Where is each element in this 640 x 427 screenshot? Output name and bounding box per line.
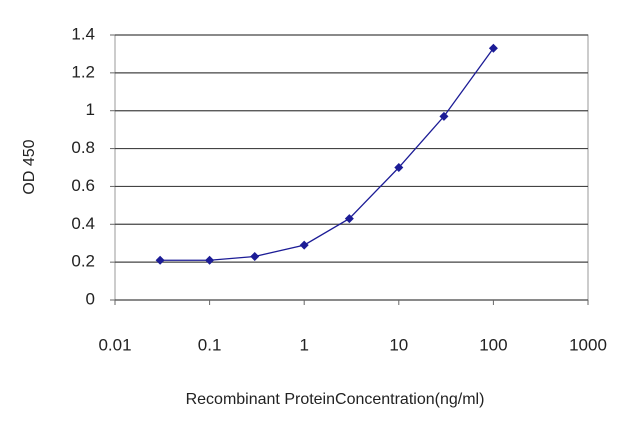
y-tick-label: 0.8 bbox=[71, 138, 95, 157]
data-point bbox=[488, 43, 498, 53]
y-tick-label: 1.2 bbox=[71, 62, 95, 81]
y-tick-label: 1 bbox=[86, 100, 95, 119]
y-tick-label: 0.2 bbox=[71, 252, 95, 271]
y-tick-label: 0 bbox=[86, 289, 95, 308]
x-tick-label: 1000 bbox=[569, 335, 607, 354]
y-axis-title: OD 450 bbox=[21, 139, 38, 194]
data-point bbox=[299, 240, 309, 250]
y-tick-label: 0.6 bbox=[71, 176, 95, 195]
data-point bbox=[394, 163, 404, 172]
data-point bbox=[250, 251, 260, 261]
data-point bbox=[439, 111, 449, 121]
x-tick-label: 1 bbox=[299, 335, 308, 354]
series-line bbox=[160, 47, 494, 261]
x-tick-label: 0.01 bbox=[98, 335, 131, 354]
x-tick-label: 0.1 bbox=[198, 335, 222, 354]
x-tick-label: 10 bbox=[389, 335, 408, 354]
y-tick-label: 1.4 bbox=[71, 24, 95, 43]
data-point bbox=[205, 255, 215, 265]
plot-area bbox=[114, 34, 589, 301]
x-axis-title: Recombinant ProteinConcentration(ng/ml) bbox=[186, 391, 485, 408]
data-point bbox=[155, 255, 165, 265]
data-point bbox=[344, 214, 354, 224]
x-tick-label: 100 bbox=[479, 335, 507, 354]
y-tick-label: 0.4 bbox=[71, 214, 95, 233]
